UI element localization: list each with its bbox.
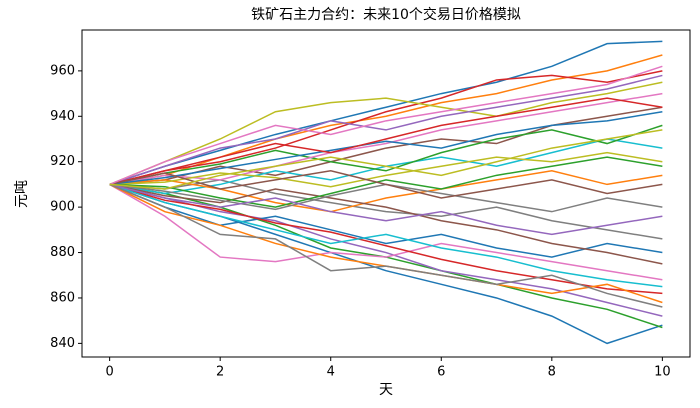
series-line — [109, 183, 663, 329]
series-line — [109, 40, 663, 186]
series-line — [109, 111, 663, 186]
x-tick-label: 4 — [327, 365, 335, 380]
y-tick-label: 960 — [50, 63, 75, 78]
y-tick-label: 940 — [50, 109, 75, 124]
series-line — [109, 183, 663, 308]
series-line — [109, 124, 663, 186]
plot-frame — [81, 29, 691, 358]
x-tick-label: 2 — [216, 365, 224, 380]
series-line — [109, 92, 663, 186]
series-line — [109, 183, 663, 281]
x-tick-label: 10 — [654, 365, 671, 380]
x-tick-label: 6 — [437, 365, 445, 380]
y-tick-label: 860 — [50, 290, 75, 305]
series-line — [109, 183, 663, 265]
y-tick-label: 840 — [50, 336, 75, 351]
x-axis-label: 天 — [379, 382, 393, 398]
y-axis-label: 元吨 — [14, 180, 30, 208]
y-tick-label: 900 — [50, 200, 75, 215]
series-line — [109, 183, 663, 258]
series-line — [109, 81, 663, 186]
series-line — [109, 97, 663, 186]
y-tick-label: 880 — [50, 245, 75, 260]
series-line — [109, 65, 663, 186]
series-line — [109, 183, 663, 345]
series-line — [109, 70, 663, 186]
x-tick-label: 8 — [548, 365, 556, 380]
series-line — [109, 156, 663, 208]
series-line — [109, 170, 663, 213]
series-line — [109, 183, 663, 236]
series-line — [109, 74, 663, 186]
series-line — [109, 183, 663, 288]
chart-title: 铁矿石主力合约：未来10个交易日价格模拟 — [251, 6, 521, 23]
series-line — [109, 183, 663, 295]
series-line — [109, 54, 663, 186]
series-line — [109, 170, 663, 199]
series-line — [109, 129, 663, 190]
x-tick-label: 0 — [105, 365, 113, 380]
series-line — [109, 151, 663, 188]
y-tick-label: 920 — [50, 154, 75, 169]
